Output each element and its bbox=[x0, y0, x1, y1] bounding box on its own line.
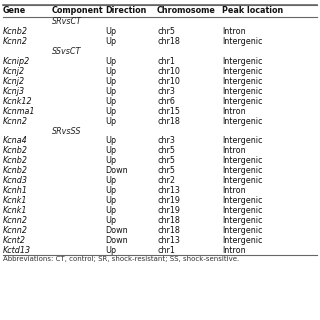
Text: chr1: chr1 bbox=[157, 245, 175, 255]
Text: Kcna4: Kcna4 bbox=[3, 136, 28, 146]
Text: Kcnd3: Kcnd3 bbox=[3, 176, 28, 185]
Text: Down: Down bbox=[105, 166, 128, 175]
Text: chr3: chr3 bbox=[157, 136, 175, 146]
Text: Intergenic: Intergenic bbox=[222, 87, 262, 96]
Text: chr5: chr5 bbox=[157, 156, 175, 165]
Text: Up: Up bbox=[105, 27, 116, 36]
Text: Kcnj2: Kcnj2 bbox=[3, 67, 25, 76]
Text: Intergenic: Intergenic bbox=[222, 226, 262, 235]
Text: chr2: chr2 bbox=[157, 176, 175, 185]
Text: Up: Up bbox=[105, 186, 116, 195]
Text: Gene: Gene bbox=[3, 6, 26, 15]
Text: Up: Up bbox=[105, 107, 116, 116]
Text: Up: Up bbox=[105, 97, 116, 106]
Text: Direction: Direction bbox=[105, 6, 146, 15]
Text: Intergenic: Intergenic bbox=[222, 116, 262, 126]
Text: chr13: chr13 bbox=[157, 186, 180, 195]
Text: Kcnb2: Kcnb2 bbox=[3, 27, 28, 36]
Text: chr19: chr19 bbox=[157, 196, 180, 205]
Text: Component: Component bbox=[52, 6, 104, 15]
Text: Intergenic: Intergenic bbox=[222, 196, 262, 205]
Text: Intron: Intron bbox=[222, 186, 246, 195]
Text: Kcnk1: Kcnk1 bbox=[3, 206, 28, 215]
Text: Up: Up bbox=[105, 136, 116, 146]
Text: SRvsCT: SRvsCT bbox=[52, 17, 82, 27]
Text: Up: Up bbox=[105, 196, 116, 205]
Text: Intron: Intron bbox=[222, 146, 246, 156]
Text: Intron: Intron bbox=[222, 27, 246, 36]
Text: Kcnh1: Kcnh1 bbox=[3, 186, 28, 195]
Text: chr15: chr15 bbox=[157, 107, 180, 116]
Text: Intron: Intron bbox=[222, 107, 246, 116]
Text: chr5: chr5 bbox=[157, 146, 175, 156]
Text: chr10: chr10 bbox=[157, 67, 180, 76]
Text: Up: Up bbox=[105, 77, 116, 86]
Text: Kcnt2: Kcnt2 bbox=[3, 236, 26, 245]
Text: chr18: chr18 bbox=[157, 226, 180, 235]
Text: Intron: Intron bbox=[222, 245, 246, 255]
Text: Kctd13: Kctd13 bbox=[3, 245, 31, 255]
Text: Kcnj3: Kcnj3 bbox=[3, 87, 25, 96]
Text: Kcnn2: Kcnn2 bbox=[3, 37, 28, 46]
Text: chr13: chr13 bbox=[157, 236, 180, 245]
Text: Up: Up bbox=[105, 57, 116, 66]
Text: Kcnb2: Kcnb2 bbox=[3, 146, 28, 156]
Text: Kcnn2: Kcnn2 bbox=[3, 226, 28, 235]
Text: Kcnk12: Kcnk12 bbox=[3, 97, 33, 106]
Text: chr6: chr6 bbox=[157, 97, 175, 106]
Text: Up: Up bbox=[105, 116, 116, 126]
Text: Kcnk1: Kcnk1 bbox=[3, 196, 28, 205]
Text: Kcnn2: Kcnn2 bbox=[3, 116, 28, 126]
Text: Kcnma1: Kcnma1 bbox=[3, 107, 36, 116]
Text: chr3: chr3 bbox=[157, 87, 175, 96]
Text: chr18: chr18 bbox=[157, 37, 180, 46]
Text: Up: Up bbox=[105, 67, 116, 76]
Text: chr18: chr18 bbox=[157, 216, 180, 225]
Text: Kcnj2: Kcnj2 bbox=[3, 77, 25, 86]
Text: chr10: chr10 bbox=[157, 77, 180, 86]
Text: chr5: chr5 bbox=[157, 166, 175, 175]
Text: chr19: chr19 bbox=[157, 206, 180, 215]
Text: Intergenic: Intergenic bbox=[222, 97, 262, 106]
Text: Intergenic: Intergenic bbox=[222, 176, 262, 185]
Text: chr5: chr5 bbox=[157, 27, 175, 36]
Text: Intergenic: Intergenic bbox=[222, 236, 262, 245]
Text: Up: Up bbox=[105, 156, 116, 165]
Text: Down: Down bbox=[105, 226, 128, 235]
Text: Intergenic: Intergenic bbox=[222, 37, 262, 46]
Text: Up: Up bbox=[105, 87, 116, 96]
Text: Intergenic: Intergenic bbox=[222, 156, 262, 165]
Text: Intergenic: Intergenic bbox=[222, 136, 262, 146]
Text: Chromosome: Chromosome bbox=[157, 6, 216, 15]
Text: Kcnn2: Kcnn2 bbox=[3, 216, 28, 225]
Text: Up: Up bbox=[105, 245, 116, 255]
Text: Intergenic: Intergenic bbox=[222, 67, 262, 76]
Text: Up: Up bbox=[105, 206, 116, 215]
Text: Kcnip2: Kcnip2 bbox=[3, 57, 30, 66]
Text: Up: Up bbox=[105, 37, 116, 46]
Text: Intergenic: Intergenic bbox=[222, 216, 262, 225]
Text: Kcnb2: Kcnb2 bbox=[3, 166, 28, 175]
Text: Abbreviations: CT, control; SR, shock-resistant; SS, shock-sensitive.: Abbreviations: CT, control; SR, shock-re… bbox=[3, 256, 239, 262]
Text: chr1: chr1 bbox=[157, 57, 175, 66]
Text: Up: Up bbox=[105, 216, 116, 225]
Text: Up: Up bbox=[105, 176, 116, 185]
Text: Peak location: Peak location bbox=[222, 6, 283, 15]
Text: Intergenic: Intergenic bbox=[222, 166, 262, 175]
Text: Intergenic: Intergenic bbox=[222, 57, 262, 66]
Text: Up: Up bbox=[105, 146, 116, 156]
Text: Down: Down bbox=[105, 236, 128, 245]
Text: Intergenic: Intergenic bbox=[222, 77, 262, 86]
Text: Kcnb2: Kcnb2 bbox=[3, 156, 28, 165]
Text: chr18: chr18 bbox=[157, 116, 180, 126]
Text: SRvsSS: SRvsSS bbox=[52, 126, 82, 136]
Text: Intergenic: Intergenic bbox=[222, 206, 262, 215]
Text: SSvsCT: SSvsCT bbox=[52, 47, 81, 56]
